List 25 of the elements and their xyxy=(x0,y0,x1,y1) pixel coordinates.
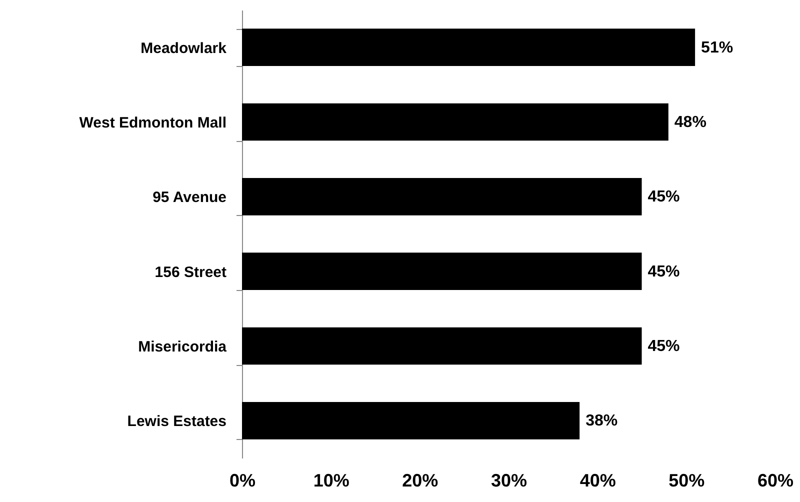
y-tick-label: Lewis Estates xyxy=(127,413,226,430)
y-tick-label: 95 Avenue xyxy=(152,189,226,206)
bar xyxy=(242,178,642,216)
data-label: 45% xyxy=(648,188,680,206)
x-tick-label: 50% xyxy=(668,470,705,490)
y-tick-label: Misericordia xyxy=(138,338,228,356)
x-tick-label: 30% xyxy=(490,470,528,490)
data-label: 45% xyxy=(648,263,680,280)
y-tick-label: Meadowlark xyxy=(140,40,228,57)
data-label: 48% xyxy=(674,114,706,131)
bar xyxy=(242,402,580,440)
bar xyxy=(242,252,642,290)
data-label: 38% xyxy=(586,412,618,430)
x-tick-label: 20% xyxy=(402,470,438,490)
x-tick-label: 10% xyxy=(313,470,350,490)
bar xyxy=(242,103,668,141)
y-tick-label: 156 Street xyxy=(154,264,226,281)
x-tick-label: 0% xyxy=(229,470,256,490)
bar xyxy=(242,327,642,365)
bar xyxy=(242,28,696,66)
x-tick-label: 60% xyxy=(757,470,794,490)
y-tick-label: West Edmonton Mall xyxy=(79,114,226,132)
data-label: 51% xyxy=(701,39,734,56)
x-tick-label: 40% xyxy=(580,470,616,490)
data-label: 45% xyxy=(648,338,680,355)
